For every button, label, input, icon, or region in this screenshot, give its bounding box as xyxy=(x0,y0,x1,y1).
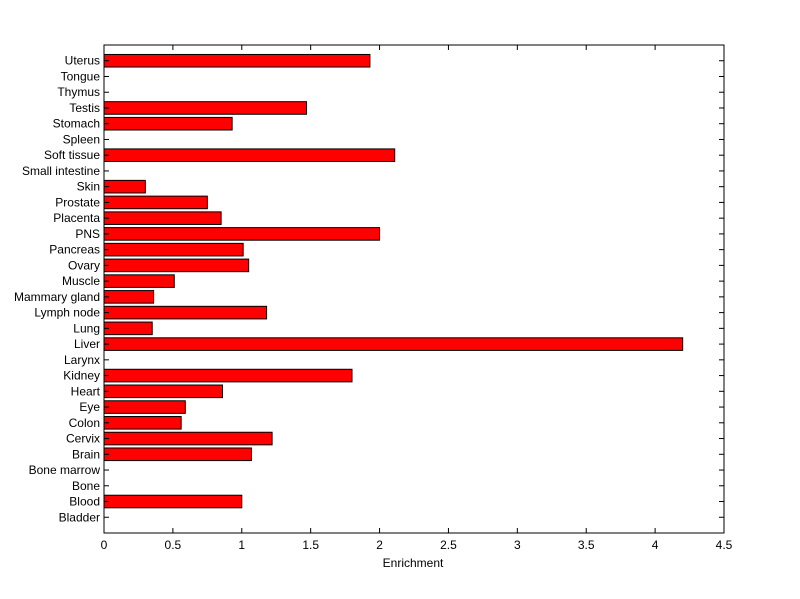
y-tick-label: Small intestine xyxy=(22,164,100,178)
y-tick-label: Blood xyxy=(69,495,100,509)
x-axis-label: Enrichment xyxy=(383,556,444,570)
y-tick-label: Lung xyxy=(73,321,100,335)
y-tick-label: Brain xyxy=(72,447,100,461)
bar-ovary xyxy=(103,258,250,273)
bar-cervix xyxy=(103,431,273,446)
y-tick-label: Stomach xyxy=(53,117,100,131)
plot-frame xyxy=(103,44,725,534)
bar-mammary-gland xyxy=(103,290,155,304)
y-tick-label: Placenta xyxy=(53,211,100,225)
bar-brain xyxy=(103,447,252,462)
y-tick-label: Tongue xyxy=(61,69,101,83)
bar-prostate xyxy=(103,195,208,210)
bar-colon xyxy=(103,416,182,430)
y-tick-label: Ovary xyxy=(68,258,100,272)
y-tick-label: Heart xyxy=(71,384,101,398)
y-tick-label: Testis xyxy=(69,101,100,115)
bar-stomach xyxy=(103,116,233,131)
y-tick-label: Larynx xyxy=(64,353,100,367)
x-tick-label: 1.5 xyxy=(302,538,319,552)
y-tick-label: Cervix xyxy=(66,432,100,446)
bar-soft-tissue xyxy=(103,148,396,162)
y-tick-label: Lymph node xyxy=(34,306,100,320)
y-tick-label: Uterus xyxy=(65,54,100,68)
x-tick-label: 4 xyxy=(652,538,659,552)
x-tick-label: 4.5 xyxy=(716,538,733,552)
y-tick-label: Kidney xyxy=(63,369,100,383)
x-tick-label: 3 xyxy=(514,538,521,552)
bar-heart xyxy=(103,384,223,399)
y-tick-label: Bone xyxy=(72,479,100,493)
y-tick-label: Skin xyxy=(77,180,100,194)
bar-lung xyxy=(103,321,153,336)
y-tick-label: Eye xyxy=(79,400,100,414)
bar-placenta xyxy=(103,211,222,225)
bar-skin xyxy=(103,179,146,194)
x-tick-label: 3.5 xyxy=(578,538,595,552)
bar-blood xyxy=(103,494,243,509)
y-tick-label: Mammary gland xyxy=(14,290,100,304)
bar-pns xyxy=(103,227,381,241)
y-tick-label: Prostate xyxy=(55,195,100,209)
y-tick-label: Bladder xyxy=(59,510,100,524)
x-tick-label: 0 xyxy=(101,538,108,552)
bar-liver xyxy=(103,337,684,351)
bar-muscle xyxy=(103,274,175,288)
y-tick-label: PNS xyxy=(75,227,100,241)
bar-testis xyxy=(103,101,308,115)
x-tick-label: 2.5 xyxy=(440,538,457,552)
x-tick-label: 0.5 xyxy=(165,538,182,552)
y-tick-label: Thymus xyxy=(57,85,100,99)
bar-uterus xyxy=(103,53,371,68)
y-tick-label: Liver xyxy=(74,337,100,351)
y-tick-label: Muscle xyxy=(62,274,100,288)
y-tick-label: Soft tissue xyxy=(44,148,100,162)
y-tick-label: Colon xyxy=(69,416,100,430)
x-tick-label: 1 xyxy=(238,538,245,552)
x-tick-label: 2 xyxy=(376,538,383,552)
y-tick-label: Bone marrow xyxy=(29,463,101,477)
bar-pancreas xyxy=(103,242,244,257)
bar-eye xyxy=(103,400,186,414)
bar-lymph-node xyxy=(103,305,268,320)
y-tick-label: Pancreas xyxy=(49,243,100,257)
y-tick-label: Spleen xyxy=(63,132,100,146)
bar-kidney xyxy=(103,368,353,383)
x-tick-labels: 0 0.5 1 1.5 2 2.5 3 3.5 4 4.5 xyxy=(101,538,733,552)
